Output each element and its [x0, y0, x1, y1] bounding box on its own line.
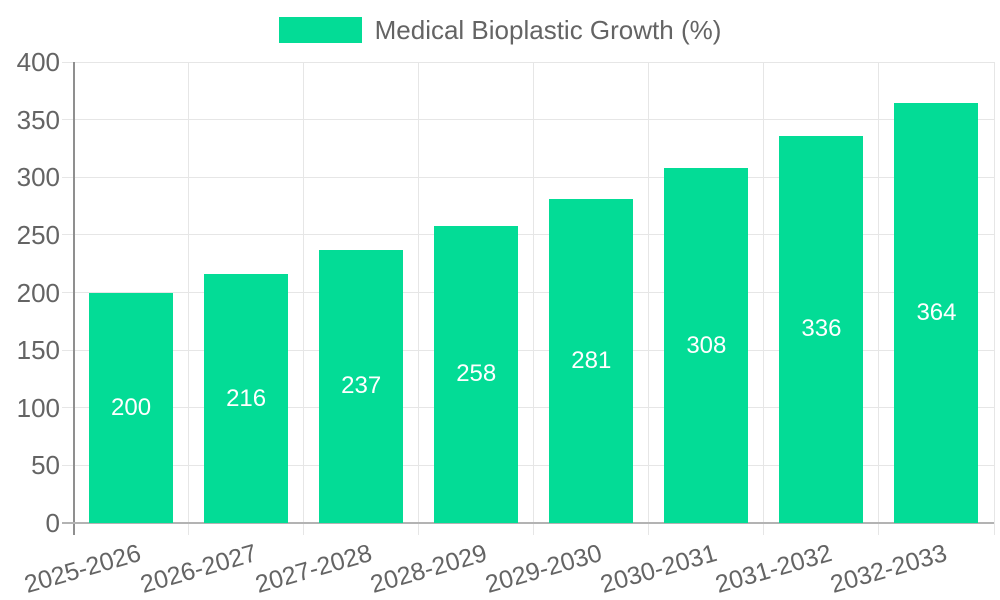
y-gridline [62, 407, 994, 409]
y-axis-tick-label: 250 [16, 219, 60, 250]
bar-2028-2029[interactable] [434, 225, 519, 523]
x-axis-tick-label: 2028-2029 [367, 539, 490, 599]
y-axis-tick-label: 150 [16, 335, 60, 366]
y-axis-tick-label: 200 [16, 277, 60, 308]
bar-value-label: 200 [111, 393, 152, 421]
y-axis-tick-label: 400 [16, 47, 60, 77]
legend-swatch [278, 17, 362, 43]
bar-value-label: 336 [801, 315, 842, 343]
x-axis-tick-label: 2032-2033 [827, 539, 950, 599]
y-axis-line [72, 62, 75, 535]
x-gridline [418, 62, 420, 535]
bar-2031-2032[interactable] [779, 135, 864, 523]
y-gridline [62, 234, 994, 236]
bar-2030-2031[interactable] [664, 168, 749, 523]
x-axis-tick-label: 2029-2030 [482, 539, 605, 599]
bar-value-label: 258 [456, 360, 497, 388]
bar-2025-2026[interactable] [89, 292, 174, 523]
bar-2029-2030[interactable] [549, 199, 634, 523]
y-axis-tick-label: 100 [16, 392, 60, 423]
bar-value-label: 237 [341, 372, 382, 400]
x-axis-line [62, 522, 994, 524]
x-gridline [993, 62, 995, 535]
legend-label: Medical Bioplastic Growth (%) [374, 15, 722, 45]
x-gridline [648, 62, 650, 535]
y-gridline [62, 292, 994, 293]
y-axis-tick-label: 50 [31, 450, 60, 481]
x-gridline [763, 62, 765, 535]
y-axis-tick-label: 0 [45, 508, 60, 538]
bar-2032-2033[interactable] [894, 103, 979, 523]
x-gridline [878, 62, 880, 535]
bar-value-label: 308 [686, 331, 727, 359]
y-gridline [62, 176, 994, 178]
x-gridline [188, 62, 190, 535]
y-gridline [62, 349, 994, 351]
bar-2026-2027[interactable] [204, 274, 289, 523]
bar-value-label: 364 [916, 299, 957, 327]
y-axis-tick-label: 300 [16, 162, 60, 193]
x-gridline [303, 62, 305, 535]
x-axis-tick-label: 2031-2032 [712, 539, 835, 599]
x-axis-tick-label: 2030-2031 [597, 539, 720, 599]
bar-2027-2028[interactable] [319, 249, 404, 523]
x-gridline [533, 62, 535, 535]
chart-legend[interactable]: Medical Bioplastic Growth (%) [0, 16, 1000, 44]
y-gridline [62, 61, 994, 63]
y-gridline [62, 464, 994, 466]
x-axis-tick-label: 2025-2026 [21, 539, 145, 599]
y-gridline [62, 119, 994, 121]
bar-value-label: 216 [226, 384, 267, 412]
bar-value-label: 281 [571, 347, 612, 375]
x-axis-tick-label: 2027-2028 [251, 539, 375, 599]
y-axis-tick-label: 350 [16, 104, 60, 135]
x-axis-tick-label: 2026-2027 [136, 539, 260, 599]
